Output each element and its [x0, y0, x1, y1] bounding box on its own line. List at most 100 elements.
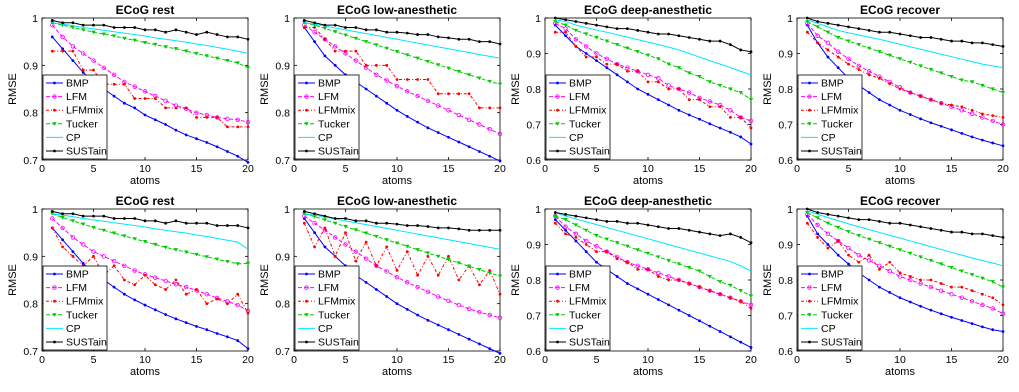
data-point: [91, 249, 96, 254]
series-lfmmix: [553, 30, 753, 130]
data-point: [739, 48, 743, 52]
data-point: [847, 25, 850, 29]
data-point: [981, 232, 984, 236]
data-point: [564, 228, 567, 232]
data-point: [666, 258, 671, 263]
data-point: [666, 274, 671, 279]
chart-title: ECoG deep-anesthetic: [584, 194, 712, 208]
legend-entry-bmp: BMP: [549, 269, 592, 281]
data-point: [416, 313, 419, 317]
data-point: [656, 80, 660, 84]
data-point: [564, 30, 567, 34]
legend-entry-sustain: SUSTain: [46, 146, 107, 158]
data-point: [142, 240, 148, 244]
data-point: [847, 216, 850, 220]
legend-label: CP: [66, 323, 81, 335]
data-point: [666, 62, 671, 67]
legend-marker: [53, 81, 56, 85]
data-point: [970, 41, 974, 45]
data-point: [174, 317, 178, 321]
data-point: [205, 30, 209, 34]
y-tick-label: 0.8: [23, 299, 38, 311]
data-point: [122, 263, 127, 268]
data-point: [394, 83, 400, 89]
legend-marker: [808, 108, 811, 112]
data-point: [908, 90, 913, 95]
data-point: [939, 124, 943, 128]
data-point: [929, 308, 933, 312]
legend-marker: [556, 108, 559, 112]
legend-entry-lfm: LFM: [801, 91, 842, 103]
data-point: [153, 42, 158, 47]
data-point: [302, 26, 306, 29]
legend-label: CP: [569, 323, 584, 335]
data-point: [605, 25, 609, 29]
data-point: [749, 241, 753, 245]
data-point: [980, 302, 985, 308]
data-point: [394, 50, 400, 54]
data-point: [446, 108, 451, 113]
data-point: [457, 140, 461, 144]
data-point: [698, 230, 701, 234]
data-point: [488, 154, 492, 158]
data-point: [969, 111, 975, 117]
data-point: [717, 291, 723, 297]
data-point: [625, 260, 630, 265]
data-point: [153, 28, 157, 32]
data-point: [615, 257, 619, 261]
legend-entry-sustain: SUSTain: [549, 146, 610, 158]
y-axis-label: RMSE: [762, 73, 774, 105]
data-point: [739, 116, 743, 119]
legend-label: LFMmix: [66, 105, 104, 117]
data-point: [363, 231, 369, 236]
data-point: [918, 255, 923, 259]
chart-panel-8: ECoG recover 0 5 10 15 20 0.6 0.7 0.8 0.9 1 atoms RM…: [762, 194, 1009, 378]
data-point: [1001, 116, 1005, 119]
data-point: [123, 101, 126, 105]
data-point: [343, 224, 348, 229]
data-point: [214, 257, 220, 262]
data-point: [204, 291, 209, 297]
data-point: [908, 277, 913, 283]
legend-marker: [305, 299, 308, 303]
data-point: [50, 216, 55, 221]
data-point: [385, 245, 389, 249]
data-point: [50, 209, 54, 213]
series-cp: [52, 22, 249, 54]
series-line-tucker: [807, 212, 1004, 288]
data-point: [405, 31, 409, 35]
data-point: [353, 36, 358, 41]
y-tick-label: 0.9: [526, 240, 541, 252]
legend-marker: [807, 313, 812, 317]
data-point: [553, 214, 558, 219]
data-point: [363, 256, 369, 261]
x-tick-label: 5: [846, 354, 852, 366]
data-point: [990, 306, 995, 311]
data-point: [164, 313, 167, 316]
data-point: [867, 253, 871, 257]
data-point: [836, 239, 840, 243]
data-point: [928, 258, 934, 263]
series-cp: [304, 213, 501, 250]
data-point: [173, 282, 179, 287]
data-point: [143, 28, 147, 32]
series-line-tucker: [807, 21, 1004, 94]
data-point: [478, 106, 481, 110]
data-point: [584, 243, 588, 246]
chart-title: ECoG recover: [860, 3, 940, 17]
data-point: [405, 244, 410, 249]
data-point: [102, 23, 106, 27]
data-point: [738, 289, 743, 293]
y-tick-label: 0.7: [526, 311, 541, 323]
data-point: [375, 221, 378, 225]
data-point: [981, 112, 984, 116]
data-point: [939, 37, 943, 41]
legend-label: SUSTain: [821, 146, 862, 158]
data-point: [970, 135, 974, 139]
data-point: [826, 21, 830, 25]
data-point: [435, 294, 441, 299]
series-line-cp: [52, 213, 249, 250]
data-point: [826, 212, 830, 216]
